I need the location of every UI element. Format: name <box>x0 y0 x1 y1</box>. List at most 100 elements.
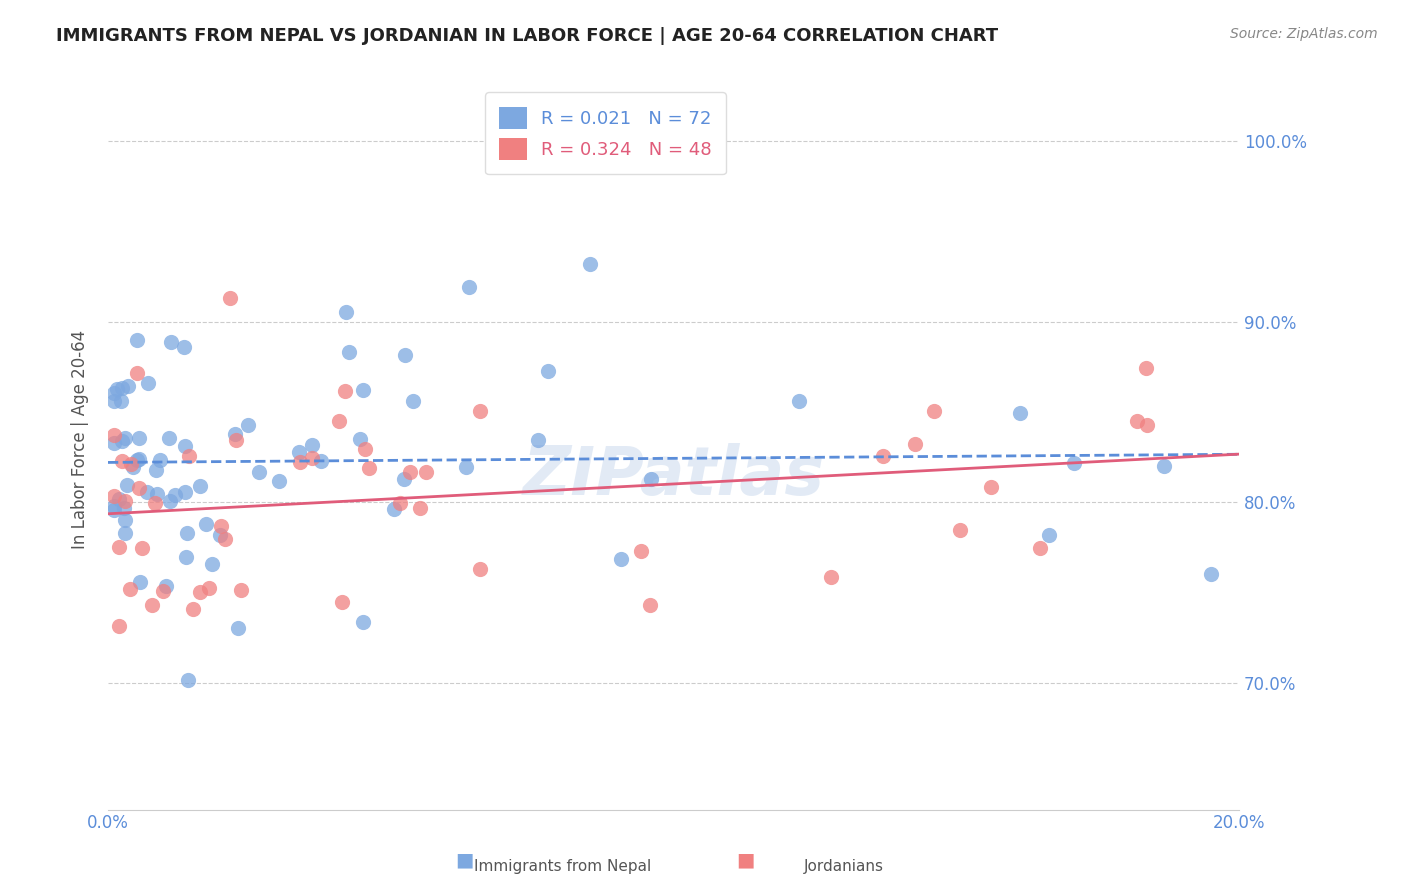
Point <box>536 364 558 378</box>
Point <box>103 394 125 409</box>
Point <box>141 599 163 613</box>
Point <box>111 381 134 395</box>
Point <box>288 445 311 459</box>
Point <box>1135 360 1157 375</box>
Point <box>110 393 132 408</box>
Point <box>157 431 180 445</box>
Text: IMMIGRANTS FROM NEPAL VS JORDANIAN IN LABOR FORCE | AGE 20-64 CORRELATION CHART: IMMIGRANTS FROM NEPAL VS JORDANIAN IN LA… <box>56 27 998 45</box>
Point <box>194 516 217 531</box>
Point <box>188 479 211 493</box>
Point <box>229 583 252 598</box>
Point <box>527 433 550 447</box>
Point <box>127 453 149 467</box>
Point <box>135 484 157 499</box>
Point <box>118 582 141 597</box>
Point <box>111 434 134 448</box>
Point <box>174 485 197 500</box>
Point <box>1008 406 1031 420</box>
Point <box>174 549 197 564</box>
Point <box>108 492 131 507</box>
Point <box>354 442 377 456</box>
Point <box>349 432 371 446</box>
Point <box>1136 417 1159 432</box>
Point <box>103 502 125 516</box>
Point <box>136 376 159 391</box>
Point <box>236 417 259 432</box>
Point <box>382 501 405 516</box>
Point <box>165 488 187 502</box>
Point <box>125 366 148 380</box>
Point <box>179 449 201 463</box>
Point <box>122 460 145 475</box>
Point <box>470 561 492 575</box>
Text: ZIPatlas: ZIPatlas <box>523 443 824 509</box>
Point <box>399 465 422 479</box>
Point <box>352 615 374 629</box>
Point <box>389 496 412 510</box>
Point <box>1063 457 1085 471</box>
Point <box>174 439 197 453</box>
Point <box>415 466 437 480</box>
Point <box>146 487 169 501</box>
Point <box>177 673 200 687</box>
Point <box>288 455 311 469</box>
Point <box>409 501 432 516</box>
Point <box>128 575 150 590</box>
Point <box>143 496 166 510</box>
Point <box>149 452 172 467</box>
Point <box>640 472 662 486</box>
Point <box>224 426 246 441</box>
Point <box>872 449 894 463</box>
Text: ■: ■ <box>454 851 474 870</box>
Point <box>152 584 174 599</box>
Point <box>225 434 247 448</box>
Point <box>209 518 232 533</box>
Point <box>117 379 139 393</box>
Point <box>145 463 167 477</box>
Point <box>332 595 354 609</box>
Point <box>201 557 224 571</box>
Point <box>160 334 183 349</box>
Point <box>105 382 128 396</box>
Point <box>173 340 195 354</box>
Point <box>630 544 652 558</box>
Point <box>267 475 290 489</box>
Point <box>1028 541 1050 555</box>
Point <box>115 478 138 492</box>
Point <box>820 570 842 584</box>
Point <box>155 579 177 593</box>
Point <box>1125 414 1147 428</box>
Point <box>949 523 972 537</box>
Point <box>904 437 927 451</box>
Point <box>159 494 181 508</box>
Point <box>1199 566 1222 581</box>
Point <box>114 525 136 540</box>
Point <box>114 431 136 445</box>
Point <box>219 291 242 305</box>
Point <box>110 454 132 468</box>
Point <box>128 481 150 495</box>
Point <box>128 452 150 467</box>
Point <box>188 584 211 599</box>
Point <box>357 461 380 475</box>
Point <box>337 344 360 359</box>
Point <box>103 436 125 450</box>
Point <box>402 394 425 409</box>
Y-axis label: In Labor Force | Age 20-64: In Labor Force | Age 20-64 <box>72 329 89 549</box>
Point <box>176 525 198 540</box>
Point <box>128 431 150 445</box>
Point <box>1153 458 1175 473</box>
Text: ■: ■ <box>735 851 755 870</box>
Point <box>328 414 350 428</box>
Point <box>131 541 153 556</box>
Point <box>335 305 357 319</box>
Point <box>181 602 204 616</box>
Point <box>457 280 479 294</box>
Point <box>301 438 323 452</box>
Point <box>103 500 125 514</box>
Point <box>103 386 125 401</box>
Point <box>108 540 131 554</box>
Point <box>787 394 810 409</box>
Point <box>638 598 661 612</box>
Point <box>309 454 332 468</box>
